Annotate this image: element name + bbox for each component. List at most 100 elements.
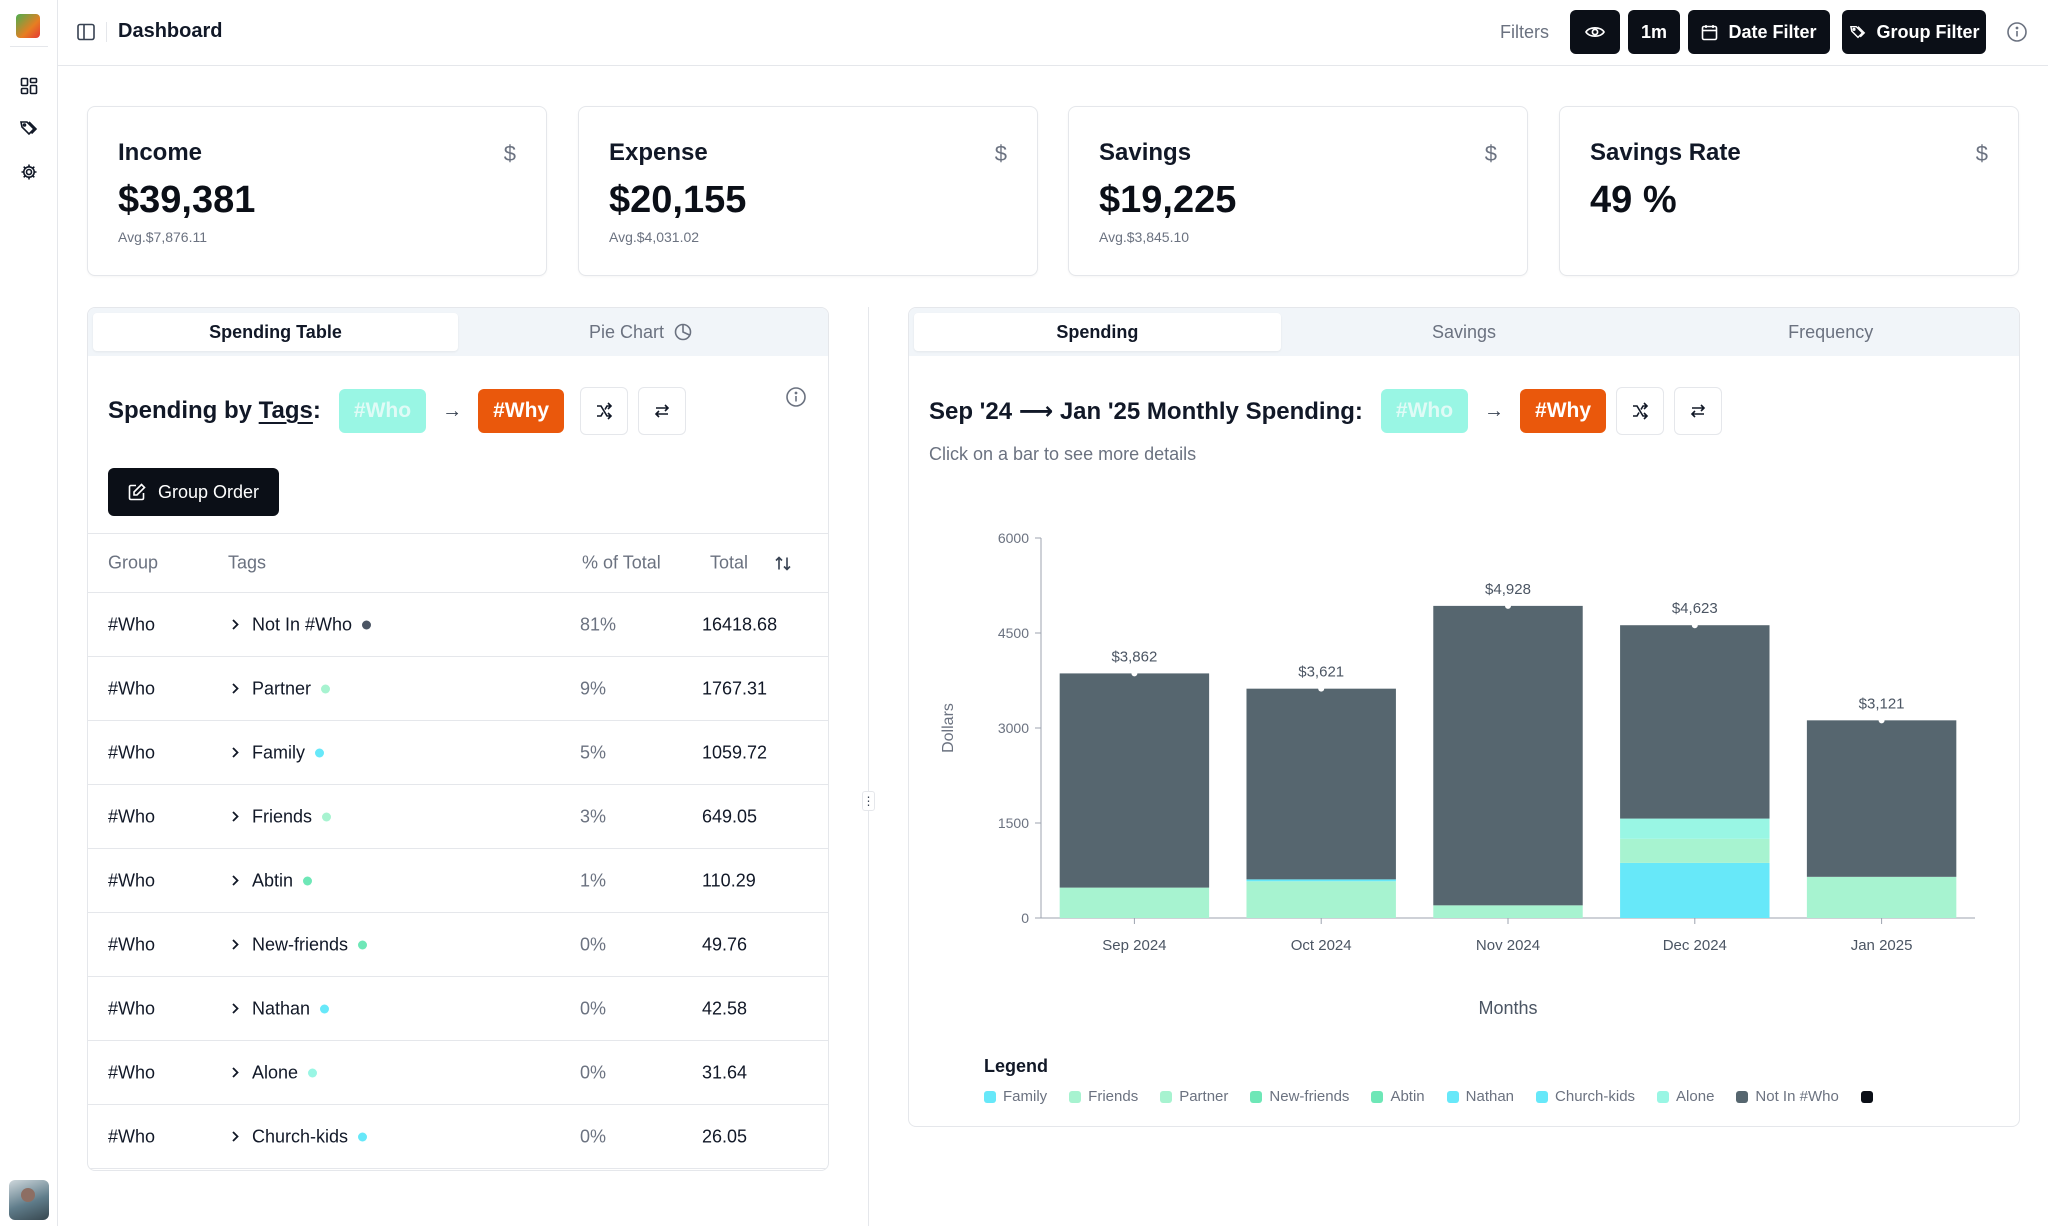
row-pct: 1% [580, 870, 607, 890]
table-row[interactable]: #Who Family 5% 1059.72 [88, 721, 828, 785]
bar-segment[interactable] [1806, 720, 1957, 877]
legend-label: Church-kids [1555, 1088, 1636, 1105]
bar-segment[interactable] [1246, 881, 1396, 918]
legend-item[interactable]: Church-kids [1536, 1088, 1635, 1105]
table-row[interactable]: #Who Friends 3% 649.05 [88, 785, 828, 849]
tab-spending[interactable]: Spending [914, 313, 1281, 351]
legend-item[interactable]: Nathan [1446, 1088, 1515, 1105]
user-avatar[interactable] [9, 1180, 49, 1220]
resize-handle-icon[interactable]: ⋮ [862, 791, 875, 811]
bar-segment[interactable] [1059, 673, 1210, 888]
legend-item[interactable]: Friends [1069, 1088, 1138, 1105]
dollar-icon: $ [503, 141, 516, 166]
sort-icon[interactable] [774, 554, 792, 572]
table-row[interactable]: #Who Partner 9% 1767.31 [88, 657, 828, 721]
legend-item[interactable]: Family [984, 1088, 1047, 1105]
edit-icon [128, 483, 146, 501]
why-chip[interactable]: #Why [478, 389, 565, 433]
who-chip[interactable]: #Who [1380, 389, 1469, 433]
y-axis-label: Dollars [940, 703, 957, 753]
table-row[interactable]: #Who Alone 0% 31.64 [88, 1041, 828, 1105]
legend-label: Friends [1088, 1088, 1139, 1105]
group-order-button[interactable]: Group Order [108, 468, 280, 516]
bar-segment[interactable] [1620, 862, 1770, 918]
chevron-right-icon[interactable] [228, 683, 242, 695]
why-chip[interactable]: #Why [1520, 389, 1607, 433]
tags-icon[interactable] [17, 116, 41, 140]
legend-label: Nathan [1465, 1088, 1515, 1105]
chevron-right-icon[interactable] [228, 875, 242, 887]
shuffle-button[interactable] [1616, 387, 1665, 435]
bar-segment[interactable] [1246, 879, 1396, 882]
x-tick-label: Dec 2024 [1663, 937, 1727, 954]
dashboard-icon[interactable] [17, 74, 41, 98]
bar-segment[interactable] [1620, 838, 1770, 863]
bar-total-marker [1131, 670, 1138, 677]
left-rail [0, 0, 58, 1226]
bar-segment[interactable] [1620, 818, 1770, 839]
table-row[interactable]: #Who New-friends 0% 49.76 [88, 913, 828, 977]
chevron-right-icon[interactable] [228, 811, 242, 823]
monthly-spending-header: Sep '24 ⟶ Jan '25 Monthly Spending: #Who… [929, 387, 1723, 435]
legend-swatch [1371, 1090, 1384, 1103]
row-group: #Who [108, 678, 156, 698]
table-row[interactable]: #Who Abtin 1% 110.29 [88, 849, 828, 913]
chevron-right-icon[interactable] [228, 747, 242, 759]
sidebar-toggle-icon[interactable] [74, 20, 98, 44]
row-total: 49.76 [702, 934, 748, 954]
row-group: #Who [108, 934, 156, 954]
visibility-button[interactable] [1570, 10, 1620, 54]
tab-savings[interactable]: Savings [1281, 313, 1648, 351]
row-tags: Family [228, 742, 324, 763]
row-tag-label: Partner [252, 678, 312, 698]
monthly-spending-chart[interactable]: 0 1500 3000 4500 6000 Dollars $3,862 Sep 2024 $3… [909, 468, 2020, 1127]
tab-spending-table[interactable]: Spending Table [93, 313, 458, 351]
tag-color-dot [358, 940, 368, 949]
bar-segment[interactable] [1059, 887, 1210, 918]
chevron-right-icon[interactable] [228, 1067, 242, 1079]
table-row[interactable]: #Who Church-kids 0% 26.05 [88, 1105, 828, 1169]
table-row[interactable]: #Who Nathan 0% 42.58 [88, 977, 828, 1041]
tags-link[interactable]: Tags [258, 397, 313, 424]
swap-button[interactable] [1674, 387, 1723, 435]
date-filter-button[interactable]: Date Filter [1688, 10, 1830, 54]
legend-item[interactable]: Not In #Who [1736, 1088, 1839, 1105]
bar-segment[interactable] [1246, 688, 1396, 880]
chevron-right-icon[interactable] [228, 939, 242, 951]
legend-item[interactable]: Alone [1657, 1088, 1714, 1105]
info-icon[interactable] [2004, 19, 2030, 45]
total-label: Total [710, 552, 749, 573]
group-filter-button[interactable]: Group Filter [1842, 10, 1986, 54]
chevron-right-icon[interactable] [228, 1003, 242, 1015]
row-total: 110.29 [702, 870, 756, 890]
bar-segment[interactable] [1806, 876, 1957, 918]
legend-item[interactable]: Partner [1160, 1088, 1228, 1105]
legend-item[interactable] [1860, 1090, 1873, 1103]
kpi-card-savings: Savings $ $19,225 Avg.$3,845.10 [1068, 106, 1528, 276]
legend-item[interactable]: New-friends [1250, 1088, 1349, 1105]
settings-icon[interactable] [17, 160, 41, 184]
chevron-right-icon[interactable] [228, 1131, 242, 1143]
period-button[interactable]: 1m [1628, 10, 1680, 54]
bar-segment[interactable] [1433, 905, 1583, 918]
who-chip[interactable]: #Who [338, 389, 427, 433]
chevron-right-icon[interactable] [228, 619, 242, 631]
tab-pie-chart[interactable]: Pie Chart [458, 313, 823, 351]
y-tick-label: 4500 [998, 625, 1029, 641]
kpi-card-expense: Expense $ $20,155 Avg.$4,031.02 [578, 106, 1038, 276]
row-tags: Nathan [228, 998, 330, 1019]
table-row[interactable]: #Who Not In #Who 81% 16418.68 [88, 593, 828, 657]
chart-subtitle: Click on a bar to see more details [929, 444, 1197, 464]
tab-label: Pie Chart [588, 321, 665, 342]
info-icon[interactable] [785, 386, 807, 413]
legend-item[interactable]: Abtin [1371, 1088, 1425, 1105]
row-total: 42.58 [702, 998, 748, 1018]
shuffle-button[interactable] [580, 387, 629, 435]
tab-frequency[interactable]: Frequency [1647, 313, 2014, 351]
chart-title: Sep '24 ⟶ Jan '25 Monthly Spending: [929, 397, 1363, 425]
bar-segment[interactable] [1620, 625, 1770, 819]
bar-segment[interactable] [1433, 605, 1583, 906]
app-logo[interactable] [16, 14, 40, 38]
swap-button[interactable] [638, 387, 687, 435]
kpi-average: Avg.$4,031.02 [609, 229, 700, 245]
